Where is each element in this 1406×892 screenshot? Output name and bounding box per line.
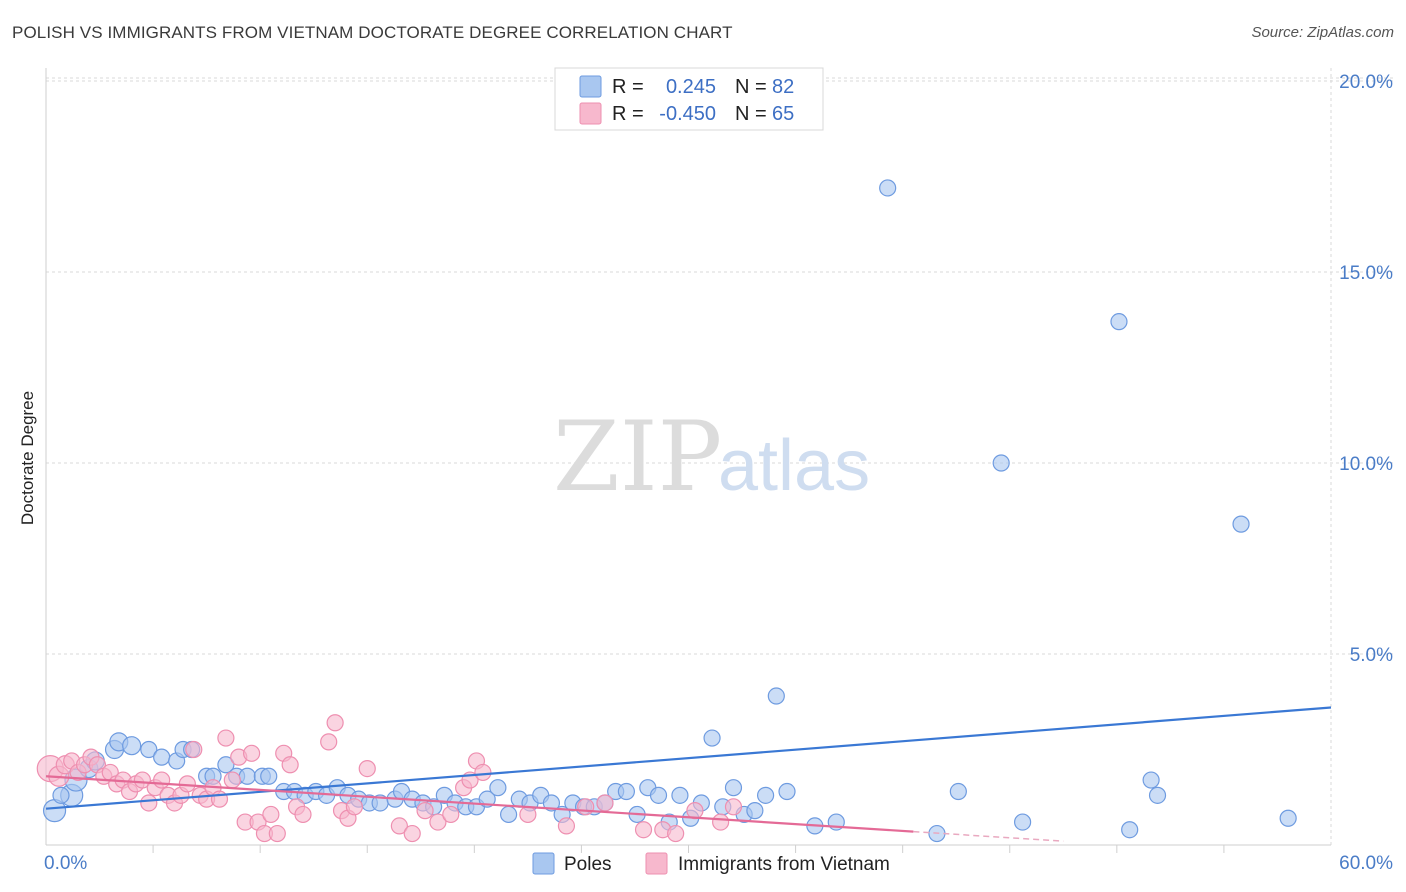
point-immigrants-from-vietnam [326,714,344,732]
point-immigrants-from-vietnam [345,798,363,816]
y-axis-label: Doctorate Degree [18,391,37,525]
legend-n-label: N = [735,103,767,125]
legend-r-label: R = [612,103,644,125]
trend-line-immigrants-from-vietnam [45,775,914,833]
legend-n-value: 65 [772,103,794,125]
point-immigrants-from-vietnam [416,802,434,820]
point-immigrants-from-vietnam [153,771,171,789]
trend-lines [45,706,1332,842]
point-poles [746,802,764,820]
series-poles [42,179,1297,843]
point-poles [500,805,518,824]
point-poles [949,782,967,801]
legend-r-value: 0.245 [666,76,716,98]
point-immigrants-from-vietnam [243,744,261,762]
point-poles [542,794,561,812]
trend-line-poles [45,706,1332,810]
point-poles [489,779,507,797]
point-immigrants-from-vietnam [217,729,235,747]
point-immigrants-from-vietnam [294,805,312,824]
point-poles [1148,786,1167,804]
point-poles [260,767,278,785]
point-immigrants-from-vietnam [140,794,158,812]
legend-swatch-poles [579,75,602,98]
point-poles [992,454,1010,472]
x-tick-label: 60.0% [1339,853,1393,874]
chart-title: POLISH VS IMMIGRANTS FROM VIETNAM DOCTOR… [12,23,733,42]
point-immigrants-from-vietnam [262,805,280,824]
data-points [36,179,1297,843]
point-immigrants-from-vietnam [133,771,151,789]
watermark-atlas: atlas [718,426,870,506]
watermark-zip: ZIP [553,401,722,513]
legend-n-value: 82 [772,76,794,98]
point-immigrants-from-vietnam [403,824,421,843]
point-immigrants-from-vietnam [268,824,286,843]
point-poles [1142,771,1160,789]
point-poles [217,756,235,774]
point-immigrants-from-vietnam [281,756,299,774]
bottom-legend-swatch-poles [532,852,555,875]
point-immigrants-from-vietnam [686,802,704,820]
point-immigrants-from-vietnam [634,821,653,839]
point-immigrants-from-vietnam [223,771,241,789]
point-poles [1110,313,1128,331]
point-immigrants-from-vietnam [474,763,492,782]
point-poles [1232,515,1250,533]
point-immigrants-from-vietnam [320,733,338,751]
legend-n-label: N = [735,76,767,98]
bottom-legend: Poles Immigrants from Vietnam [532,852,890,875]
point-immigrants-from-vietnam [185,740,203,759]
tick-labels: 5.0% 10.0% 15.0% 20.0% 0.0% 60.0% [44,72,1393,874]
point-poles [140,740,158,759]
point-poles [1121,821,1139,839]
point-poles [122,736,142,756]
bottom-legend-label-vietnam: Immigrants from Vietnam [678,854,890,875]
y-tick-label: 5.0% [1350,645,1393,666]
point-poles [1279,809,1297,827]
bottom-legend-swatch-vietnam [645,852,668,875]
point-poles [649,786,668,804]
trend-line-extension-immigrants-from-vietnam [913,830,1064,842]
point-immigrants-from-vietnam [712,813,730,831]
point-immigrants-from-vietnam [429,813,447,831]
watermark: ZIP atlas [553,401,870,513]
point-immigrants-from-vietnam [442,805,460,824]
point-immigrants-from-vietnam [596,794,614,812]
y-tick-label: 15.0% [1339,263,1393,284]
chart-source: Source: ZipAtlas.com [1251,24,1394,41]
point-immigrants-from-vietnam [390,817,408,835]
point-poles [52,786,70,804]
y-tick-label: 20.0% [1339,72,1393,93]
point-poles [703,729,721,747]
y-tick-label: 10.0% [1339,454,1393,475]
point-poles [767,687,785,705]
series-immigrants-from-vietnam [36,714,743,843]
axes [45,68,1331,853]
point-poles [617,782,635,801]
point-immigrants-from-vietnam [358,759,376,778]
point-immigrants-from-vietnam [667,824,685,843]
point-immigrants-from-vietnam [577,798,595,816]
x-tick-label: 0.0% [44,853,87,874]
bottom-legend-label-poles: Poles [564,854,612,875]
point-poles [724,779,743,797]
point-poles [879,179,897,197]
point-immigrants-from-vietnam [519,805,537,824]
point-poles [153,748,171,766]
legend-r-label: R = [612,76,644,98]
point-poles [756,786,775,804]
legend-r-value: -0.450 [659,103,716,125]
legend-swatch-vietnam [579,102,602,125]
point-poles [1013,813,1032,831]
point-immigrants-from-vietnam [557,817,576,835]
point-poles [238,767,256,785]
point-poles [671,786,689,804]
legend: R = 0.245 N = 82 R = -0.450 N = 65 [554,67,824,131]
point-immigrants-from-vietnam [724,798,743,816]
point-poles [778,782,796,801]
